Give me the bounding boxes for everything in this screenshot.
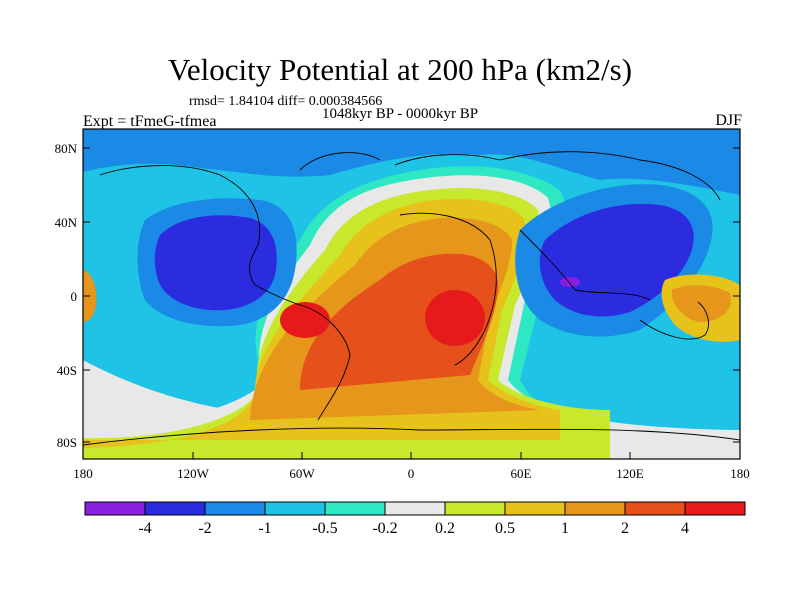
- velocity-potential-field: [83, 129, 740, 459]
- colorbar-swatch: [564, 501, 626, 516]
- lat-tick-label: 0: [70, 289, 78, 304]
- colorbar-label: -1: [258, 520, 272, 537]
- season-label: DJF: [715, 112, 742, 129]
- lon-tick-label: 60E: [510, 466, 532, 481]
- colorbar-label: -2: [198, 520, 212, 537]
- colorbar-swatch: [624, 501, 686, 516]
- lat-tick-label: 80S: [56, 435, 77, 450]
- colorbar-label: 1: [561, 520, 569, 537]
- colorbar-swatch: [384, 501, 446, 516]
- colorbar-swatch: [324, 501, 386, 516]
- colorbar-label: -0.5: [312, 520, 338, 537]
- lon-tick-label: 120W: [177, 466, 209, 481]
- colorbar-swatch: [264, 501, 326, 516]
- colorbar-label: 0.2: [435, 520, 455, 537]
- coastlines: [83, 151, 740, 446]
- colorbar-swatch: [684, 501, 746, 516]
- colorbar-swatch: [204, 501, 266, 516]
- colorbar-swatch: [444, 501, 506, 516]
- lon-tick-label: 180: [730, 466, 750, 481]
- lat-tick-label: 80N: [54, 141, 77, 156]
- lon-tick-label: 120E: [616, 466, 644, 481]
- plot-title: Velocity Potential at 200 hPa (km2/s): [167, 52, 633, 87]
- period-text: 1048kyr BP - 0000kyr BP: [322, 106, 479, 122]
- colorbar-label: 2: [621, 520, 629, 537]
- lon-tick-label: 180: [73, 466, 93, 481]
- colorbar-label: 0.5: [495, 520, 515, 537]
- rmsd-diff-text: rmsd= 1.84104 diff= 0.000384566: [189, 94, 383, 109]
- colorbar-label: -4: [138, 520, 152, 537]
- lon-tick-label: 0: [407, 466, 415, 481]
- lat-tick-label: 40N: [54, 215, 77, 230]
- colorbar-swatch: [504, 501, 566, 516]
- colorbar-swatch: [84, 501, 146, 516]
- colorbar-label: 4: [681, 520, 689, 537]
- experiment-label: Expt = tFmeG-tfmea: [83, 113, 217, 130]
- lon-tick-label: 60W: [289, 466, 315, 481]
- colorbar-label: -0.2: [372, 520, 398, 537]
- colorbar: [84, 501, 746, 516]
- lat-tick-label: 40S: [56, 363, 77, 378]
- colorbar-swatch: [144, 501, 206, 516]
